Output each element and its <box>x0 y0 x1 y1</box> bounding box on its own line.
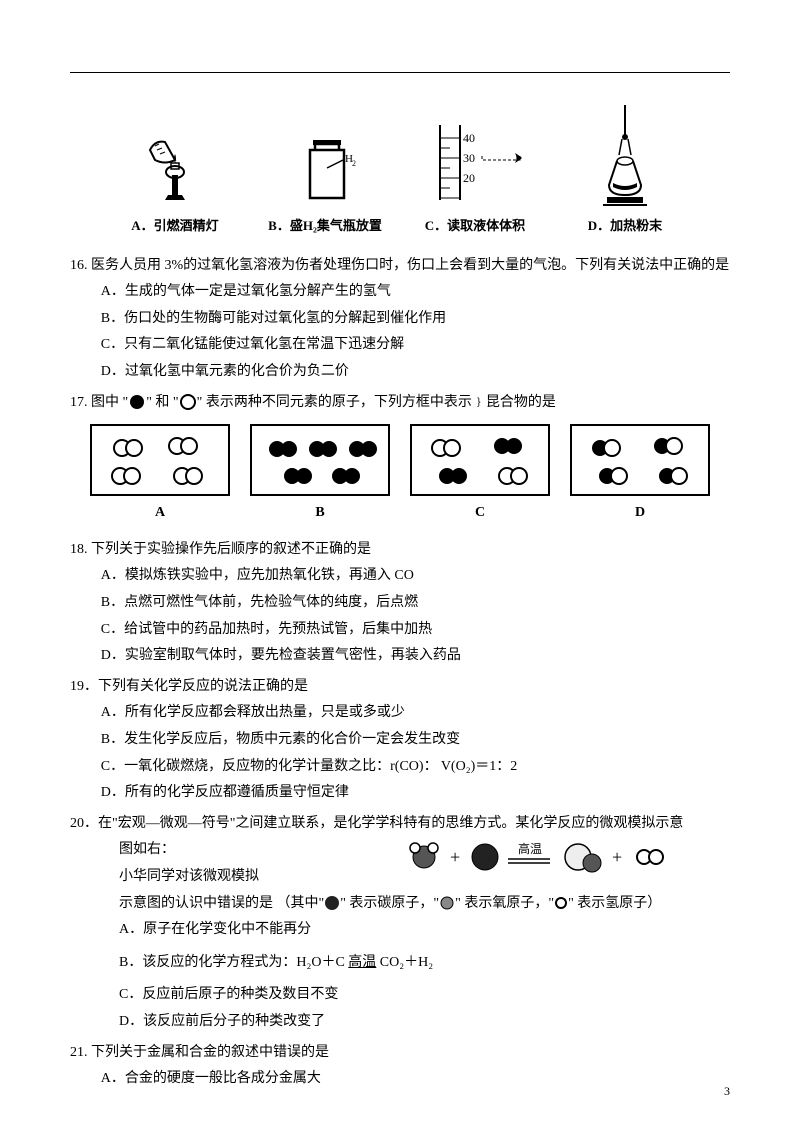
horizontal-rule <box>70 72 730 73</box>
question-18: 18. 下列关于实验操作先后顺序的叙述不正确的是 A．模拟炼铁实验中，应先加热氧… <box>70 537 730 670</box>
q18-opt-b: B．点燃可燃性气体前，先检验气体的纯度，后点燃 <box>70 590 730 617</box>
svg-text:2: 2 <box>352 159 356 168</box>
label-b: B．盛H₂集气瓶放置 <box>250 214 400 239</box>
q20-b-pre: B．该反应的化学方程式为：H₂O＋C <box>119 955 348 970</box>
q20-b-cond: 高温 <box>348 955 376 970</box>
q17-mid: " 和 " <box>146 395 178 410</box>
svg-text:+: + <box>450 847 460 867</box>
q19-opt-b: B．发生化学反应后，物质中元素的化合价一定会发生改变 <box>70 727 730 754</box>
figure-c: 40 30 20 <box>400 100 550 210</box>
hydrogen-atom-icon <box>554 896 568 910</box>
figure-labels: A．引燃酒精灯 B．盛H₂集气瓶放置 C．读取液体体积 D．加热粉末 <box>100 214 700 239</box>
q17-stem: 17. 图中 " " 和 " " 表示两种不同元素的原子，下列方框中表示﹜昆合物的是 <box>70 390 730 417</box>
svg-text:30: 30 <box>463 151 475 165</box>
svg-text:20: 20 <box>463 171 475 185</box>
q17-post: " 表示两种不同元素的原子，下列方框中表示﹜昆合物的是 <box>197 395 556 410</box>
figure-a <box>100 100 250 210</box>
mol-label-c: C <box>410 500 550 527</box>
q20-b-post: CO₂＋H₂ <box>376 955 433 970</box>
q16-stem: 16. 医务人员用 3%的过氧化氢溶液为伤者处理伤口时，伤口上会看到大量的气泡。… <box>70 253 730 280</box>
figure-b: H 2 <box>250 100 400 210</box>
q19-opt-c: C．一氧化碳燃烧，反应物的化学计量数之比：r(CO)： V(O₂)＝1：2 <box>70 754 730 781</box>
svg-text:40: 40 <box>463 131 475 145</box>
q18-opt-a: A．模拟炼铁实验中，应先加热氧化铁，再通入 CO <box>70 563 730 590</box>
q19-opt-a: A．所有化学反应都会释放出热量，只是或多或少 <box>70 700 730 727</box>
white-atom-icon <box>179 393 197 411</box>
q21-opt-a: A．合金的硬度一般比各成分金属大 <box>70 1066 730 1093</box>
q20-stem: 20．在"宏观—微观—符号"之间建立联系，是化学学科特有的思维方式。某化学反应的… <box>70 811 730 838</box>
q21-stem: 21. 下列关于金属和合金的叙述中错误的是 <box>70 1040 730 1067</box>
label-d: D．加热粉末 <box>550 214 700 239</box>
black-atom-icon <box>128 393 146 411</box>
q18-opt-c: C．给试管中的药品加热时，先预热试管，后集中加热 <box>70 617 730 644</box>
molecule-boxes <box>80 424 720 496</box>
figure-d <box>550 100 700 210</box>
q17-pre: 17. 图中 " <box>70 395 128 410</box>
q20-opt-b: B．该反应的化学方程式为：H₂O＋C 高温 CO₂＋H₂ <box>70 950 730 977</box>
apparatus-figures: H 2 40 30 20 <box>100 100 700 210</box>
molecule-labels: A B C D <box>80 500 720 527</box>
question-20: 20．在"宏观—微观—符号"之间建立联系，是化学学科特有的思维方式。某化学反应的… <box>70 811 730 1036</box>
mol-label-d: D <box>570 500 710 527</box>
q20-opt-c: C．反应前后原子的种类及数目不变 <box>70 982 730 1009</box>
label-c: C．读取液体体积 <box>400 214 550 239</box>
mol-label-a: A <box>90 500 230 527</box>
q18-opt-d: D．实验室制取气体时，要先检查装置气密性，再装入药品 <box>70 643 730 670</box>
mol-label-b: B <box>250 500 390 527</box>
page-number: 3 <box>724 1080 730 1103</box>
q16-opt-a: A．生成的气体一定是过氧化氢分解产生的氢气 <box>70 279 730 306</box>
q19-stem: 19．下列有关化学反应的说法正确的是 <box>70 674 730 701</box>
question-17: 17. 图中 " " 和 " " 表示两种不同元素的原子，下列方框中表示﹜昆合物的是 <box>70 390 730 527</box>
q16-opt-d: D．过氧化氢中氧元素的化合价为负二价 <box>70 359 730 386</box>
question-21: 21. 下列关于金属和合金的叙述中错误的是 A．合金的硬度一般比各成分金属大 <box>70 1040 730 1093</box>
q20-l3-post: " 表示氢原子） <box>568 896 661 911</box>
mol-box-b <box>250 424 390 496</box>
q20-opt-d: D．该反应前后分子的种类改变了 <box>70 1009 730 1036</box>
eq-condition: 高温 <box>518 841 542 856</box>
q16-opt-c: C．只有二氧化锰能使过氧化氢在常温下迅速分解 <box>70 332 730 359</box>
carbon-atom-icon <box>324 895 340 911</box>
q20-l3: 示意图的认识中错误的是 （其中" " 表示碳原子，" " 表示氧原子，" " 表示氢原… <box>70 891 730 918</box>
q20-opt-a: A．原子在化学变化中不能再分 <box>70 917 730 944</box>
mol-box-a <box>90 424 230 496</box>
svg-text:+: + <box>612 847 622 867</box>
question-19: 19．下列有关化学反应的说法正确的是 A．所有化学反应都会释放出热量，只是或多或… <box>70 674 730 807</box>
q18-stem: 18. 下列关于实验操作先后顺序的叙述不正确的是 <box>70 537 730 564</box>
q16-opt-b: B．伤口处的生物酶可能对过氧化氢的分解起到催化作用 <box>70 306 730 333</box>
q19-opt-d: D．所有的化学反应都遵循质量守恒定律 <box>70 780 730 807</box>
mol-box-d <box>570 424 710 496</box>
oxygen-atom-icon <box>439 895 455 911</box>
q20-diagram: + 高温 + <box>390 837 730 888</box>
q20-l3-mid2: " 表示氧原子，" <box>455 896 554 911</box>
q20-l3-mid1: " 表示碳原子，" <box>340 896 439 911</box>
q20-l3-pre: 示意图的认识中错误的是 （其中" <box>119 896 324 911</box>
mol-box-c <box>410 424 550 496</box>
question-16: 16. 医务人员用 3%的过氧化氢溶液为伤者处理伤口时，伤口上会看到大量的气泡。… <box>70 253 730 386</box>
label-a: A．引燃酒精灯 <box>100 214 250 239</box>
